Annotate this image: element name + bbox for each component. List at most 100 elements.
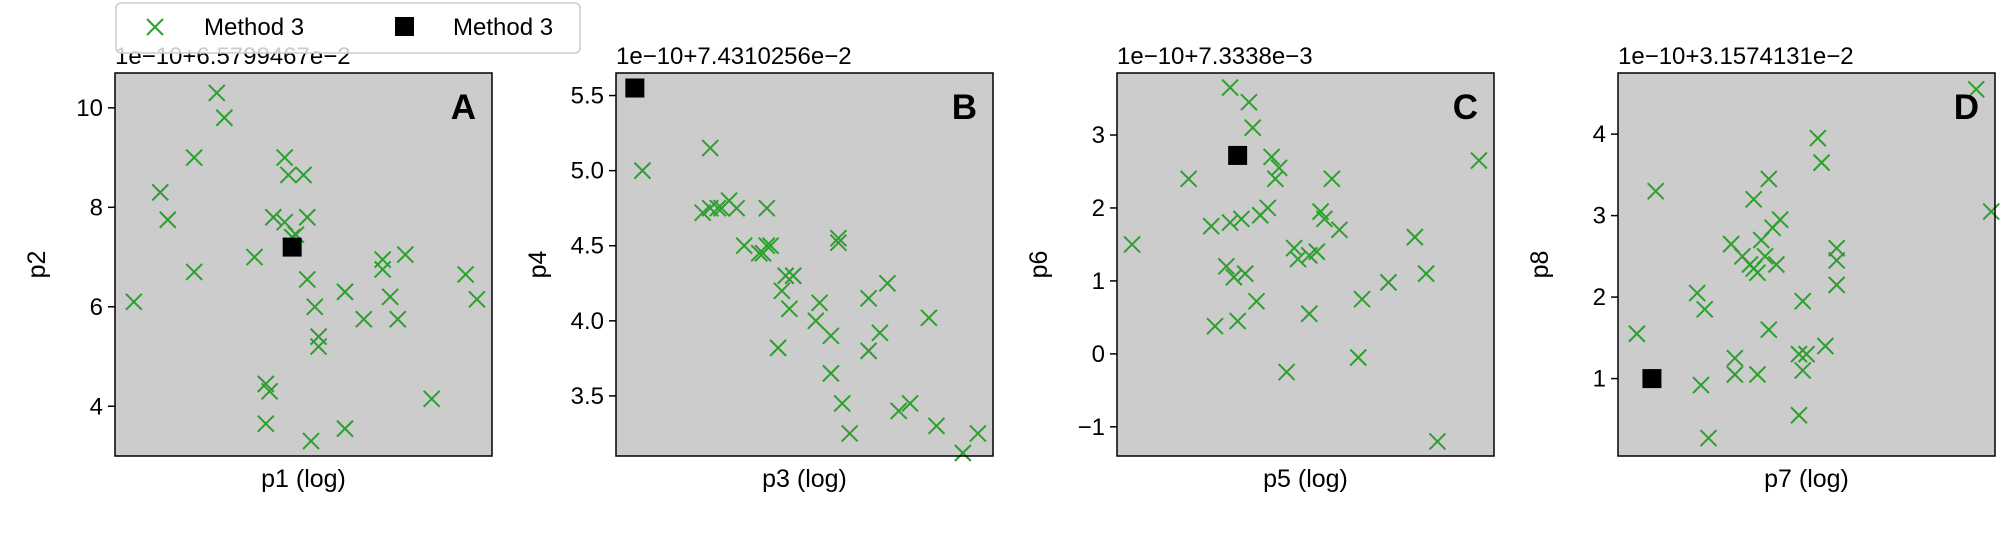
cross-stroke (298, 270, 316, 289)
data-point-cross (780, 300, 799, 318)
data-point-cross (1277, 363, 1296, 381)
cross-stroke (373, 260, 392, 279)
plot-frame (114, 72, 493, 457)
data-point-cross (208, 84, 226, 102)
cross-stroke (1285, 239, 1303, 257)
data-point-cross (302, 432, 320, 450)
data-point-square (1642, 369, 1662, 389)
cross-stroke (633, 161, 652, 180)
cross-stroke (1696, 300, 1714, 319)
data-point-cross (954, 444, 972, 462)
cross-stroke (709, 199, 727, 217)
panel-letter: D (1954, 88, 1979, 127)
y-axis-label: p8 (1526, 251, 1554, 279)
cross-stroke (208, 84, 226, 102)
data-point-cross (833, 394, 851, 413)
data-point-cross (1809, 129, 1827, 147)
data-point-cross (260, 382, 279, 401)
data-point-cross (859, 342, 878, 360)
data-point-cross (298, 270, 316, 289)
cross-stroke (701, 139, 719, 157)
data-point-cross (336, 419, 354, 438)
data-point-cross (468, 290, 486, 309)
cross-stroke (859, 342, 878, 360)
cross-stroke (1767, 255, 1786, 274)
panel-letter: A (451, 88, 476, 127)
y-tick-label: 2 (1593, 284, 1606, 311)
data-point-cross (257, 414, 275, 433)
data-point-cross (761, 237, 780, 255)
y-tick-label: 1 (1092, 268, 1105, 295)
cross-stroke (1262, 148, 1281, 166)
data-point-cross (151, 183, 169, 202)
data-point-cross (701, 139, 719, 157)
data-point-cross (159, 211, 177, 229)
data-point-cross (1300, 305, 1318, 323)
data-point-cross (1315, 210, 1334, 228)
data-point-cross (1790, 406, 1808, 424)
data-point-square (1228, 145, 1248, 165)
cross-stroke (381, 288, 399, 306)
data-point-cross (769, 339, 787, 357)
data-point-cross (709, 199, 727, 217)
data-point-cross (1726, 349, 1744, 367)
data-point-square (625, 78, 645, 98)
plot-area (115, 73, 492, 456)
data-point-cross (373, 260, 392, 279)
cross-stroke (1816, 337, 1835, 355)
cross-stroke (275, 213, 294, 231)
data-point-cross (1767, 255, 1786, 274)
data-point-cross (1262, 148, 1281, 166)
data-point-cross (125, 293, 143, 311)
data-point-cross (355, 310, 373, 328)
data-point-cross (1756, 247, 1774, 266)
data-point-cross (758, 237, 776, 255)
data-point-cross (1417, 264, 1435, 283)
y-offset-label: 1e−10+7.3338e−3 (1117, 43, 1313, 70)
cross-stroke (1726, 349, 1744, 367)
data-point-cross (822, 327, 840, 345)
cross-stroke (1270, 159, 1288, 177)
cross-stroke (1470, 151, 1488, 170)
cross-stroke (822, 327, 840, 345)
cross-stroke (396, 245, 414, 264)
x-axis-label: p3 (log) (762, 465, 847, 493)
data-point-cross (1748, 263, 1767, 282)
data-point-cross (1221, 213, 1239, 232)
plot-area (1117, 73, 1494, 456)
data-point-cross (1206, 317, 1224, 335)
plot-area (616, 73, 993, 456)
cross-stroke (257, 414, 275, 433)
legend-entry-square: Method 3 (395, 14, 553, 41)
data-point-cross (633, 161, 652, 180)
data-point-cross (727, 199, 746, 217)
cross-stroke (1771, 210, 1789, 229)
data-point-cross (1760, 170, 1778, 188)
x-axis-label: p5 (log) (1263, 465, 1348, 493)
y-tick-label: 4.0 (571, 308, 604, 335)
plot-frame (1617, 72, 1996, 457)
cross-stroke (456, 265, 475, 284)
cross-stroke (1221, 213, 1239, 232)
cross-stroke (927, 417, 946, 435)
y-tick-label: 4.5 (571, 233, 604, 260)
cross-stroke (829, 234, 848, 252)
data-point-cross (1285, 239, 1303, 257)
cross-stroke (298, 208, 316, 226)
data-point-cross (1827, 276, 1846, 294)
cross-stroke (1225, 268, 1243, 286)
data-point-cross (1323, 170, 1341, 188)
y-tick-label: 3 (1092, 122, 1105, 149)
cross-stroke (1323, 170, 1341, 188)
data-point-cross (1797, 345, 1816, 363)
cross-stroke (833, 394, 851, 413)
y-tick-label: 8 (90, 194, 103, 221)
y-tick-label: 1 (1593, 366, 1606, 393)
cross-stroke (336, 419, 354, 438)
y-tick-label: 2 (1092, 195, 1105, 222)
data-point-cross (1812, 153, 1831, 172)
cross-stroke (776, 267, 795, 285)
cross-stroke (1379, 273, 1398, 292)
